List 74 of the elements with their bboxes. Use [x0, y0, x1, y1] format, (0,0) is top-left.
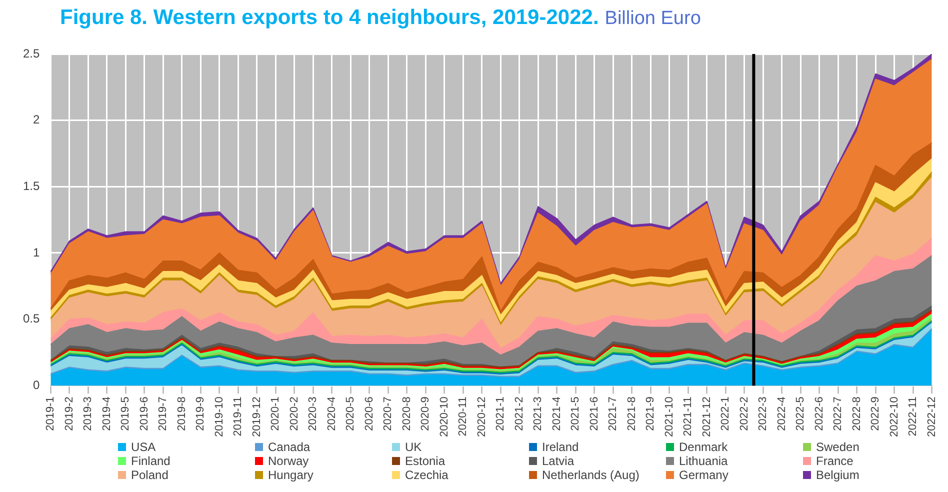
x-tick-label: 2019-2 [63, 396, 76, 431]
x-tick-label: 2019-7 [157, 396, 170, 431]
x-tick-label: 2022-1 [720, 396, 732, 431]
chart-subtitle: Billion Euro [604, 8, 701, 29]
legend-label: Denmark [679, 440, 728, 454]
legend-label: Germany [679, 468, 728, 482]
y-tick-label: 2 [32, 112, 40, 127]
legend-label: Poland [131, 468, 168, 482]
legend-label: Finland [131, 454, 170, 468]
x-tick-label: 2022-7 [832, 396, 844, 431]
x-tick-label: 2021-11 [682, 396, 694, 436]
x-tick-label: 2022-4 [776, 396, 788, 431]
x-tick-label: 2019-8 [176, 396, 188, 431]
x-tick-label: 2020-1 [270, 396, 282, 431]
x-tick-label: 2022-11 [907, 396, 920, 436]
x-tick-label: 2022-9 [870, 396, 882, 431]
x-tick-label: 2020-4 [326, 396, 338, 431]
x-tick-label: 2022-2 [738, 396, 750, 431]
y-tick-label: 0 [32, 378, 40, 392]
x-tick-label: 2021-8 [626, 396, 638, 431]
x-tick-label: 2021-5 [570, 396, 582, 431]
x-tick-label: 2019-1 [44, 396, 57, 431]
legend-label: France [816, 454, 854, 468]
x-tick-label: 2020-10 [438, 396, 450, 438]
legend-label: Netherlands (Aug) [542, 468, 640, 482]
legend-label: UK [405, 440, 422, 454]
x-tick-label: 2022-10 [888, 396, 900, 438]
y-tick-label: 1 [32, 245, 40, 260]
x-tick-label: 2019-10 [213, 396, 226, 438]
x-tick-label: 2020-2 [288, 396, 300, 431]
legend-label: Sweden [816, 440, 860, 454]
x-tick-label: 2022-12 [926, 396, 938, 438]
x-tick-label: 2019-6 [138, 396, 150, 431]
x-tick-label: 2019-3 [82, 396, 94, 431]
legend-label: Hungary [268, 468, 314, 482]
chart-title: Figure 8. Western exports to 4 neighbours, 2019-2022. [60, 6, 599, 29]
legend-label: Czechia [405, 468, 448, 482]
x-tick-label: 2020-3 [307, 396, 320, 431]
legend-label: Estonia [405, 454, 446, 468]
x-tick-label: 2020-12 [476, 396, 488, 438]
x-tick-label: 2021-1 [494, 396, 507, 431]
legend-label: Latvia [542, 454, 574, 468]
x-tick-label: 2021-6 [588, 396, 600, 431]
x-tick-label: 2022-5 [794, 396, 807, 431]
x-tick-label: 2021-9 [644, 396, 657, 431]
x-tick-label: 2019-5 [120, 396, 132, 431]
x-tick-label: 2020-8 [400, 396, 413, 431]
x-tick-label: 2021-2 [513, 396, 526, 431]
x-tick-label: 2019-11 [232, 396, 244, 436]
x-tick-label: 2020-7 [382, 396, 394, 431]
y-tick-label: 2.5 [22, 46, 40, 60]
x-tick-label: 2019-9 [194, 396, 207, 431]
x-tick-label: 2021-7 [607, 396, 620, 431]
x-tick-label: 2019-4 [100, 396, 113, 431]
x-tick-label: 2021-12 [700, 396, 713, 438]
legend-label: USA [131, 440, 156, 454]
x-tick-label: 2020-6 [363, 396, 376, 431]
y-tick-label: 1.5 [22, 178, 40, 193]
y-tick-label: 0.5 [22, 312, 40, 326]
x-tick-label: 2020-5 [344, 396, 357, 431]
legend-label: Lithuania [679, 454, 728, 468]
x-tick-label: 2021-3 [532, 396, 544, 431]
x-tick-label: 2020-11 [457, 396, 470, 436]
x-tick-label: 2019-12 [250, 396, 263, 438]
x-tick-label: 2021-10 [663, 396, 676, 438]
x-tick-label: 2020-9 [420, 396, 432, 431]
legend-label: Ireland [542, 440, 579, 454]
x-tick-label: 2021-4 [550, 396, 563, 431]
legend-label: Canada [268, 440, 310, 454]
x-tick-label: 2022-3 [757, 396, 770, 431]
legend-label: Norway [268, 454, 309, 468]
x-tick-label: 2022-8 [850, 396, 863, 431]
x-tick-label: 2022-6 [813, 396, 826, 431]
legend-label: Belgium [816, 468, 860, 482]
